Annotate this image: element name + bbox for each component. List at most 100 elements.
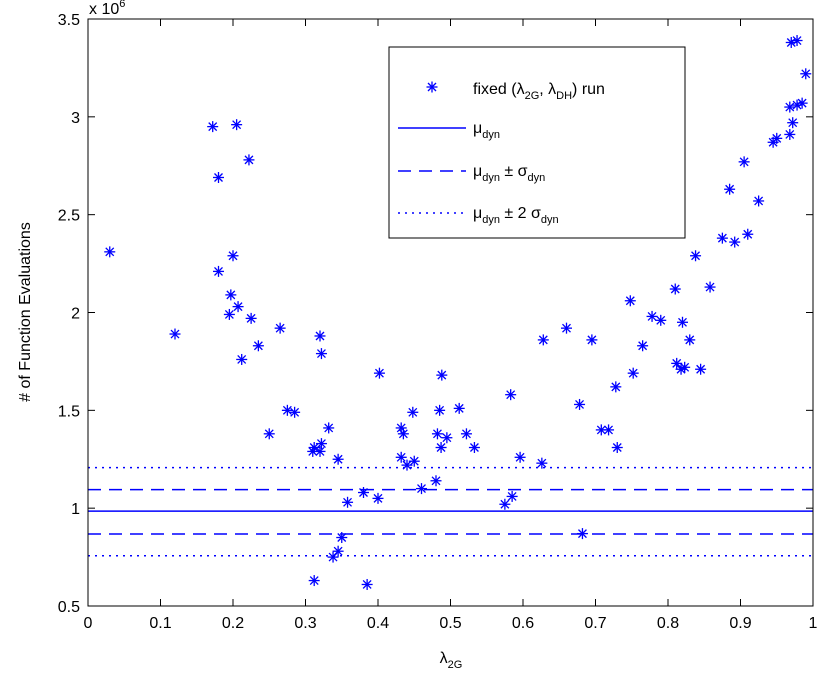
y-tick-label: 2 bbox=[71, 306, 80, 323]
x-tick-label: 0.3 bbox=[294, 615, 316, 632]
data-point bbox=[561, 322, 572, 334]
data-point bbox=[506, 490, 518, 502]
data-point bbox=[323, 422, 335, 434]
data-point bbox=[655, 314, 667, 326]
data-point bbox=[213, 171, 224, 183]
data-point bbox=[791, 99, 803, 111]
data-point bbox=[800, 68, 812, 80]
data-point bbox=[460, 428, 472, 440]
data-point bbox=[637, 340, 649, 352]
data-point bbox=[690, 250, 702, 262]
x-axis-ticks: 0 0.1 0.2 0.3 0.4 0.5 0.6 0.7 0.8 0.9 1 bbox=[84, 19, 817, 632]
data-point bbox=[436, 369, 448, 381]
data-point bbox=[468, 442, 480, 454]
data-point bbox=[397, 428, 409, 440]
data-point bbox=[771, 132, 783, 144]
data-point bbox=[232, 301, 244, 313]
data-point bbox=[671, 357, 683, 369]
data-point bbox=[416, 483, 427, 495]
y-tick-label: 1 bbox=[71, 501, 80, 518]
x-tick-label: 1 bbox=[809, 615, 817, 632]
data-point bbox=[724, 183, 736, 195]
x-tick-label: 0.9 bbox=[729, 615, 751, 632]
data-point bbox=[784, 128, 796, 140]
data-point bbox=[677, 316, 688, 328]
y-tick-label: 2.5 bbox=[58, 208, 80, 225]
data-point bbox=[704, 281, 716, 293]
y-multiplier: x 106 bbox=[89, 0, 125, 18]
data-point bbox=[646, 310, 658, 322]
data-point bbox=[358, 487, 369, 499]
data-point bbox=[679, 361, 691, 373]
data-point bbox=[695, 363, 707, 375]
legend-item-two-sigma: μdyn ± 2 σdyn bbox=[398, 205, 559, 226]
data-point bbox=[624, 295, 636, 307]
x-tick-label: 0.7 bbox=[584, 615, 606, 632]
data-point bbox=[104, 246, 116, 258]
data-point bbox=[505, 389, 517, 401]
x-tick-label: 0.5 bbox=[439, 615, 461, 632]
legend-box bbox=[388, 46, 686, 239]
data-point bbox=[603, 424, 615, 436]
data-point bbox=[431, 428, 443, 440]
data-point bbox=[407, 406, 419, 418]
data-point bbox=[716, 232, 728, 244]
data-point bbox=[453, 402, 465, 414]
asterisk-marker-icon bbox=[426, 81, 438, 93]
data-point bbox=[610, 381, 622, 393]
data-point bbox=[684, 334, 696, 346]
data-point bbox=[213, 265, 224, 277]
data-point bbox=[738, 156, 750, 168]
data-point bbox=[281, 404, 293, 416]
data-point bbox=[499, 498, 511, 510]
legend-item-one-sigma: μdyn ± σdyn bbox=[398, 163, 545, 184]
data-point bbox=[742, 228, 754, 240]
data-point bbox=[225, 289, 237, 301]
y-tick-label: 1.5 bbox=[58, 403, 80, 420]
data-point bbox=[314, 445, 326, 457]
x-tick-label: 0 bbox=[84, 615, 93, 632]
y-tick-label: 3.5 bbox=[58, 12, 80, 29]
x-tick-label: 0.2 bbox=[222, 615, 244, 632]
x-tick-label: 0.6 bbox=[512, 615, 534, 632]
data-point bbox=[315, 348, 327, 360]
data-point bbox=[243, 154, 255, 166]
data-point bbox=[332, 545, 344, 557]
y-axis-ticks: 0.5 1 1.5 2 2.5 3 3.5 bbox=[58, 12, 813, 616]
data-points bbox=[104, 35, 812, 590]
x-axis-label: λ2G bbox=[440, 650, 463, 671]
data-point bbox=[514, 451, 526, 463]
data-point bbox=[627, 367, 639, 379]
x-tick-label: 0.1 bbox=[149, 615, 171, 632]
data-point bbox=[263, 428, 275, 440]
data-point bbox=[576, 528, 588, 540]
y-axis-label: # of Function Evaluations bbox=[17, 222, 34, 402]
data-point bbox=[595, 424, 607, 436]
data-point bbox=[336, 532, 348, 544]
data-point bbox=[395, 451, 407, 463]
data-point bbox=[787, 117, 799, 129]
data-point bbox=[430, 475, 442, 487]
data-point bbox=[227, 250, 239, 262]
data-point bbox=[611, 442, 623, 454]
data-point bbox=[289, 406, 301, 418]
data-point bbox=[231, 119, 243, 131]
legend-label-scatter: fixed (λ2G, λDH) run bbox=[473, 81, 605, 102]
data-point bbox=[574, 398, 586, 410]
data-point bbox=[308, 575, 320, 587]
data-point bbox=[796, 97, 808, 109]
data-point bbox=[669, 283, 681, 295]
legend-label-mean: μdyn bbox=[473, 120, 500, 141]
legend: fixed (λ2G, λDH) run μdyn μdyn ± σdyn μd… bbox=[388, 46, 686, 239]
legend-asterisk bbox=[426, 81, 438, 93]
data-point bbox=[236, 353, 248, 365]
data-point bbox=[223, 308, 235, 320]
data-point bbox=[784, 101, 796, 113]
legend-label-two-sigma: μdyn ± 2 σdyn bbox=[473, 205, 559, 226]
data-point bbox=[314, 330, 326, 342]
x-tick-label: 0.8 bbox=[657, 615, 679, 632]
data-point bbox=[361, 578, 373, 590]
data-point bbox=[372, 492, 384, 504]
data-point bbox=[207, 121, 219, 133]
